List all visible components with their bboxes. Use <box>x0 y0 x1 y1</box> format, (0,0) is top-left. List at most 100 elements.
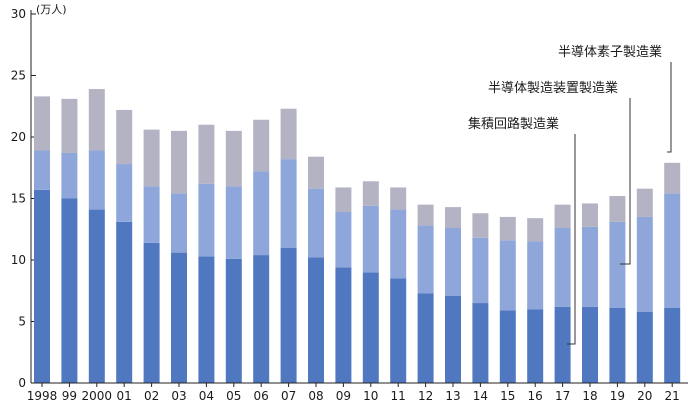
x-tick-label: 03 <box>171 389 186 401</box>
x-tick-label: 02 <box>144 389 159 401</box>
bar-segment <box>417 204 434 226</box>
x-tick-label: 15 <box>500 389 515 401</box>
bar-segment <box>664 162 681 194</box>
x-tick-label: 17 <box>555 389 570 401</box>
bar-segment <box>636 188 653 217</box>
bar-segment <box>362 205 379 273</box>
bar-segment <box>335 212 352 268</box>
bar-segment <box>143 186 160 243</box>
bar-segment <box>280 159 297 248</box>
x-tick-label: 18 <box>582 389 597 401</box>
y-tick-label: 5 <box>18 315 26 329</box>
bar-segment <box>335 267 352 383</box>
bar-segment <box>308 188 324 258</box>
y-tick-label: 0 <box>18 376 26 390</box>
bar-segment <box>554 306 571 383</box>
bar-segment <box>472 237 489 304</box>
bar-segment <box>636 311 653 383</box>
bar-segment <box>34 150 50 190</box>
x-tick-label: 21 <box>665 389 680 401</box>
bar-segment <box>171 193 187 253</box>
x-tick-label: 10 <box>363 389 378 401</box>
bar-segment <box>527 218 544 242</box>
bar-segment <box>225 186 242 259</box>
x-tick-label: 13 <box>445 389 460 401</box>
bar-segment <box>390 278 407 383</box>
x-tick-label: 01 <box>117 389 132 401</box>
bar-segment <box>171 252 187 383</box>
bar-segment <box>609 196 626 222</box>
y-tick-label: 30 <box>11 7 26 21</box>
bar-segment <box>362 272 379 383</box>
y-tick-label: 15 <box>11 192 26 206</box>
bar-segment <box>609 221 626 308</box>
series-annotation-label: 半導体素子製造業 <box>558 44 662 60</box>
bar-segment <box>61 152 78 199</box>
x-tick-label: 04 <box>199 389 214 401</box>
bar-segment <box>61 98 78 153</box>
bar-segment <box>499 216 516 241</box>
x-tick-label: 99 <box>62 389 77 401</box>
bar-segment <box>554 228 571 307</box>
bar-segment <box>335 187 352 213</box>
x-tick-label: 07 <box>281 389 296 401</box>
bar-segment <box>390 187 407 210</box>
x-tick-label: 06 <box>254 389 269 401</box>
bar-segment <box>664 193 681 308</box>
bar-segment <box>34 189 50 383</box>
bar-segment <box>143 242 160 383</box>
bar-segment <box>499 240 516 311</box>
bar-segment <box>527 241 544 310</box>
x-tick-label: 12 <box>418 389 433 401</box>
bar-segment <box>582 306 598 383</box>
bar-segment <box>609 307 626 383</box>
bar-segment <box>664 307 681 383</box>
bar-segment <box>116 221 133 383</box>
bar-segment <box>582 203 598 227</box>
bar-segment <box>554 204 571 229</box>
bar-segment <box>636 216 653 312</box>
bar-segment <box>253 119 270 172</box>
bar-segment <box>472 303 489 383</box>
bar-segment <box>390 209 407 279</box>
bar-segment <box>225 258 242 383</box>
y-unit-label: (万人) <box>36 3 67 16</box>
annotation-leader-line <box>667 62 672 153</box>
bar-segment <box>499 310 516 383</box>
bar-segment <box>362 181 379 206</box>
x-tick-label: 2000 <box>82 389 113 401</box>
bar-segment <box>280 247 297 383</box>
bar-segment <box>88 209 105 383</box>
x-tick-label: 05 <box>226 389 241 401</box>
annotation-leader-line <box>620 98 631 265</box>
bar-segment <box>198 183 215 257</box>
bar-segment <box>198 124 215 184</box>
bar-segment <box>116 109 133 165</box>
bar-segment <box>445 295 461 383</box>
y-tick-label: 25 <box>11 69 26 83</box>
bar-segment <box>445 228 461 296</box>
annotation-leader-line <box>567 134 576 345</box>
bar-segment <box>417 293 434 383</box>
x-tick-label: 20 <box>637 389 652 401</box>
bar-segment <box>116 164 133 222</box>
x-axis: 1998 99 2000 01 02 03 04 05 06 07 08 09 10 11 12 13 14 15… <box>27 382 688 401</box>
bar-segment <box>308 257 324 383</box>
bar-segment <box>88 89 105 151</box>
bar-segment <box>280 108 297 160</box>
x-tick-label: 19 <box>610 389 625 401</box>
x-tick-label: 11 <box>391 389 406 401</box>
x-tick-label: 08 <box>308 389 323 401</box>
bar-segment <box>225 130 242 187</box>
series-annotation-label: 集積回路製造業 <box>468 116 559 132</box>
bar-segment <box>253 171 270 256</box>
bar-segment <box>527 309 544 383</box>
y-tick-label: 10 <box>11 253 26 267</box>
bar-segment <box>61 198 78 383</box>
bar-segment <box>417 225 434 294</box>
x-tick-label: 14 <box>473 389 488 401</box>
x-tick-label: 09 <box>336 389 351 401</box>
y-tick-label: 20 <box>11 130 26 144</box>
